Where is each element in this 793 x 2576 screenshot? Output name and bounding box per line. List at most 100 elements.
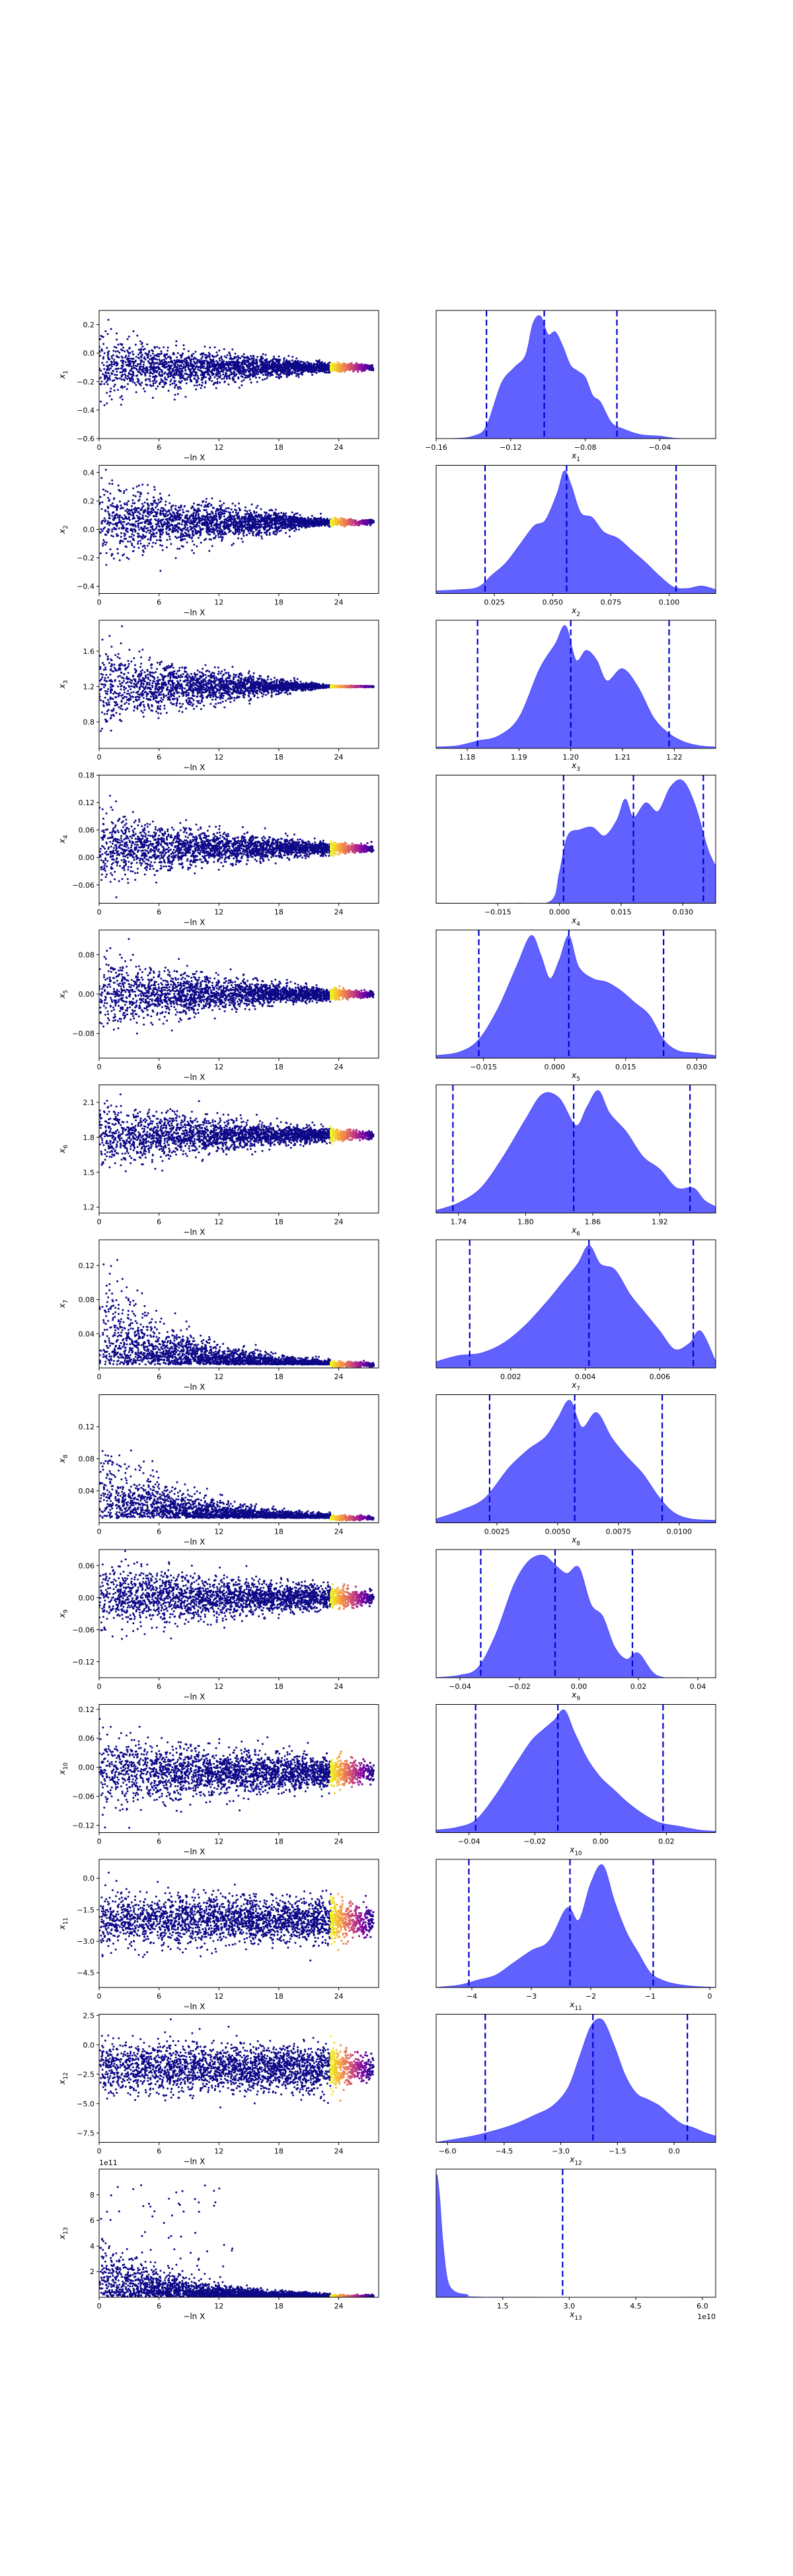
scatter-panel-2-point — [289, 518, 292, 520]
scatter-panel-1-point — [252, 357, 255, 360]
scatter-panel-1-point — [150, 358, 153, 361]
scatter-panel-2-point — [290, 521, 293, 524]
scatter-panel-1-point — [120, 395, 123, 398]
scatter-panel-2-point — [228, 528, 231, 531]
scatter-panel-2-point — [141, 528, 143, 530]
scatter-panel-2-point — [211, 545, 213, 548]
scatter-panel-2-point — [209, 530, 211, 532]
scatter-panel-2-point — [213, 524, 215, 527]
scatter-panel-2-point — [104, 489, 107, 492]
scatter-panel-2-point — [166, 515, 169, 517]
scatter-panel-2-point — [154, 499, 156, 502]
scatter-panel-2-point — [234, 528, 237, 530]
scatter-panel-1-point — [176, 356, 178, 359]
scatter-panel-2-point — [198, 503, 200, 506]
scatter-panel-1-point — [190, 368, 192, 371]
scatter-panel-2-point — [158, 539, 161, 542]
scatter-panel-1-point — [180, 387, 182, 390]
scatter-panel-2-point — [137, 499, 139, 502]
scatter-panel-2-point — [107, 506, 110, 509]
scatter-panel-2-point — [237, 530, 239, 533]
scatter-panel-1-point — [295, 362, 297, 365]
scatter-panel-1-point — [129, 363, 132, 365]
scatter-panel-2-point — [111, 502, 114, 505]
scatter-panel-1-point — [266, 377, 268, 380]
scatter-panel-2-point — [178, 522, 181, 524]
scatter-panel-1-point — [139, 363, 141, 366]
scatter-panel-2-point — [144, 547, 147, 550]
scatter-panel-1-point — [180, 380, 183, 382]
scatter-panel-2-point — [248, 520, 250, 523]
scatter-panel-2-point — [145, 531, 148, 534]
scatter-panel-1-point — [324, 363, 326, 366]
scatter-panel-2-point — [221, 536, 223, 538]
scatter-panel-2-point — [192, 506, 194, 509]
scatter-panel-2-point — [256, 528, 258, 530]
scatter-panel-2-point — [118, 500, 121, 503]
scatter-panel-2-point — [180, 523, 183, 526]
scatter-panel-1-point — [214, 381, 217, 384]
scatter-panel-1-point — [239, 361, 241, 364]
scatter-panel-1-point — [122, 360, 125, 363]
scatter-panel-1-point — [208, 378, 211, 381]
scatter-panel-1-point — [130, 369, 132, 371]
scatter-panel-1-point — [163, 386, 165, 388]
scatter-panel-1-point — [189, 370, 192, 373]
scatter-panel-1-point — [124, 370, 127, 373]
scatter-panel-1-point — [237, 364, 240, 367]
scatter-panel-1-point — [266, 370, 268, 372]
scatter-panel-2-point — [160, 528, 163, 531]
scatter-panel-1-point — [239, 357, 241, 359]
scatter-panel-1-point-weighted — [372, 369, 375, 372]
scatter-panel-2-point — [111, 515, 114, 517]
scatter-panel-1-point — [276, 366, 279, 368]
scatter-panel-2-point — [238, 502, 241, 505]
scatter-panel-1-point — [197, 376, 200, 379]
scatter-panel-1-point — [202, 352, 205, 355]
scatter-panel-2-point — [264, 515, 266, 517]
scatter-panel-2-point — [274, 524, 277, 527]
scatter-panel-2-point — [137, 511, 139, 513]
scatter-panel-1-point — [198, 359, 201, 361]
scatter-panel-2-point — [229, 511, 231, 514]
scatter-panel-1-point — [100, 383, 102, 386]
scatter-panel-2-point — [141, 517, 143, 519]
scatter-panel-2-point — [102, 542, 104, 545]
scatter-panel-2-point — [195, 510, 198, 513]
scatter-panel-2-point — [319, 517, 321, 520]
scatter-panel-2-point — [186, 524, 188, 526]
scatter-panel-2-point — [156, 511, 159, 514]
scatter-panel-1-point — [190, 372, 192, 375]
scatter-panel-1-point — [238, 370, 241, 373]
scatter-panel-2-point — [264, 511, 266, 514]
scatter-panel-2-point — [220, 528, 223, 531]
scatter-panel-1-point — [106, 378, 109, 380]
scatter-panel-2-point — [147, 504, 149, 507]
scatter-panel-2-point — [172, 527, 174, 530]
scatter-panel-2-point — [106, 532, 109, 534]
scatter-panel-1-point — [205, 354, 208, 356]
scatter-panel-2-point — [112, 519, 114, 521]
scatter-panel-2-point — [191, 540, 194, 542]
scatter-panel-2-point — [140, 509, 143, 511]
scatter-panel-2-point — [137, 540, 139, 543]
scatter-panel-1-point — [180, 373, 183, 375]
scatter-panel-2-point — [165, 525, 168, 528]
scatter-panel-1-point — [204, 380, 207, 382]
scatter-panel-1-point — [135, 355, 137, 358]
density-panel-1-xtick-label: −0.12 — [500, 443, 522, 452]
scatter-panel-1-point-weighted — [362, 365, 365, 367]
scatter-panel-1-point — [208, 351, 210, 354]
scatter-panel-1-point — [149, 369, 151, 371]
scatter-panel-1-point — [228, 367, 231, 370]
scatter-panel-2-point — [162, 510, 165, 513]
scatter-panel-2-point — [206, 504, 209, 507]
scatter-panel-1-point — [103, 378, 106, 380]
scatter-panel-2-point — [219, 515, 222, 518]
scatter-panel-2-point — [213, 532, 215, 535]
scatter-panel-2-point — [124, 545, 127, 548]
scatter-panel-1-point — [278, 377, 281, 380]
scatter-panel-1-point — [252, 367, 254, 369]
scatter-panel-1-point — [198, 361, 200, 363]
scatter-panel-2-point — [137, 526, 139, 528]
